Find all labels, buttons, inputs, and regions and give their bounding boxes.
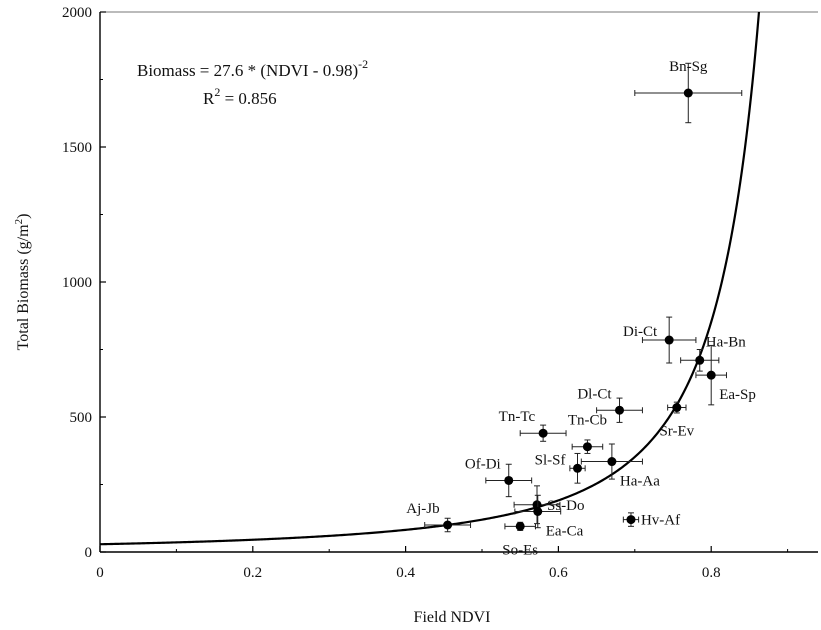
data-point-group: Tn-Cb	[568, 413, 607, 454]
data-point-marker	[538, 428, 548, 438]
r-squared-superscript: 2	[214, 85, 220, 99]
y-axis-ticks: 0 500 1000 1500 2000	[62, 5, 106, 561]
y-axis-label-main: Total Biomass (g/m	[15, 224, 32, 351]
data-point-group: Ss-Do	[513, 485, 585, 525]
y-tick-label: 1500	[62, 140, 92, 156]
data-point-marker	[607, 457, 617, 467]
data-point-label: Ha-Bn	[706, 334, 746, 350]
y-tick-label: 0	[85, 545, 93, 561]
r-squared-prefix: R	[203, 89, 215, 108]
data-point-label: Tn-Cb	[568, 413, 607, 429]
data-point-marker	[532, 500, 542, 510]
data-point-marker	[504, 475, 514, 485]
y-axis-label-close: )	[15, 214, 32, 219]
data-point-group: Hv-Af	[622, 512, 680, 529]
data-point-label: Of-Di	[465, 456, 501, 472]
x-tick-label: 0.6	[549, 565, 568, 581]
y-tick-label: 1000	[62, 275, 92, 291]
x-axis-label: Field NDVI	[414, 609, 491, 626]
y-tick-label: 2000	[62, 5, 92, 21]
data-point-marker	[626, 515, 636, 525]
data-point-label: Ha-Aa	[620, 474, 660, 490]
y-tick-label: 500	[70, 410, 93, 426]
data-point-marker	[706, 370, 716, 380]
fit-equation-exponent: -2	[358, 57, 368, 71]
data-point-marker	[615, 405, 625, 415]
data-point-group: Ea-Sp	[695, 344, 756, 406]
x-tick-label: 0	[96, 565, 104, 581]
data-point-marker	[582, 442, 592, 452]
data-point-group: Sr-Ev	[659, 401, 695, 440]
fit-equation: Biomass = 27.6 * (NDVI - 0.98)-2	[137, 57, 368, 80]
x-axis-ticks: 0 0.2 0.4 0.6 0.8	[96, 546, 789, 581]
data-point-marker	[515, 521, 525, 531]
data-point-label: Hv-Af	[641, 513, 680, 529]
data-point-group: Tn-Tc	[499, 409, 567, 442]
r-squared-text: R2 = 0.856	[203, 85, 277, 108]
data-point-group: Aj-Jb	[406, 501, 472, 533]
data-point-group: Of-Di	[465, 456, 533, 498]
data-point-label: Dl-Ct	[577, 386, 612, 402]
r-squared-value: = 0.856	[220, 89, 276, 108]
data-point-marker	[443, 520, 453, 530]
data-point-label: Ea-Ca	[546, 524, 584, 540]
x-tick-label: 0.2	[243, 565, 262, 581]
data-point-label: Di-Ct	[623, 324, 658, 340]
data-point-group: Ha-Aa	[580, 443, 660, 490]
x-tick-label: 0.4	[396, 565, 415, 581]
data-point-label: Aj-Jb	[406, 501, 439, 517]
data-point-marker	[683, 88, 693, 98]
fit-curve-line	[100, 12, 761, 546]
fit-curve-group	[100, 12, 761, 546]
data-point-marker	[664, 335, 674, 345]
y-axis-label-superscript: 2	[13, 219, 25, 225]
data-point-group: Di-Ct	[623, 316, 697, 364]
data-point-marker	[533, 507, 543, 516]
data-point-label: Ea-Sp	[719, 387, 756, 403]
data-point-marker	[695, 355, 705, 365]
data-point-label: Ss-Do	[547, 498, 585, 514]
x-tick-label: 0.8	[702, 565, 721, 581]
data-point-marker	[672, 403, 682, 413]
data-point-marker	[573, 463, 582, 473]
data-point-group: Ha-Bn	[680, 334, 746, 372]
data-point-label: Tn-Tc	[499, 409, 536, 425]
fit-equation-main: Biomass = 27.6 * (NDVI - 0.98)	[137, 61, 358, 80]
data-points: Bn-Sg Di-Ct Ha-Bn Ea-Sp Dl-Ct Sr-Ev Tn-Tc Tn-Cb…	[406, 59, 756, 558]
y-axis-label: Total Biomass (g/m2)	[13, 214, 32, 351]
data-point-label: Bn-Sg	[669, 59, 708, 75]
data-point-label: Sl-Sf	[535, 452, 566, 468]
data-point-group: So-Es	[502, 521, 538, 558]
data-point-group: Ea-Ca	[514, 494, 584, 540]
data-point-group: Dl-Ct	[577, 386, 643, 423]
data-point-label: So-Es	[502, 542, 538, 558]
data-point-group: Sl-Sf	[535, 452, 586, 484]
data-point-label: Sr-Ev	[659, 424, 694, 440]
data-point-group: Bn-Sg	[634, 59, 743, 124]
